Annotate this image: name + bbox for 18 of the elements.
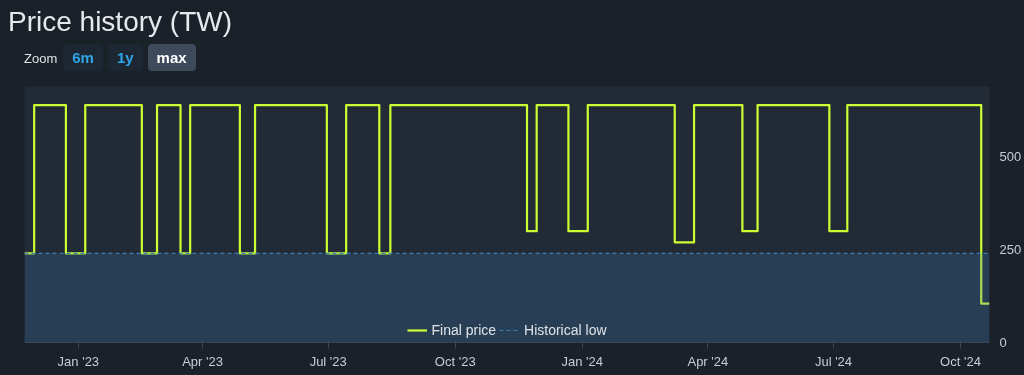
x-tick-label: Oct '24: [940, 353, 981, 369]
text: max: [147, 44, 196, 72]
x-tick-label: Jan '24: [561, 353, 603, 369]
y-tick-label: 0: [999, 335, 1007, 350]
chart-title: Price history (TW): [8, 5, 232, 39]
text: 6m: [63, 44, 103, 72]
x-tick-label: Apr '23: [182, 353, 223, 369]
x-tick-label: Jul '23: [309, 353, 347, 369]
text: 1y: [107, 44, 143, 72]
x-tick-label: Jul '24: [814, 353, 853, 369]
text: Zoom: [24, 51, 58, 66]
y-tick-label: 500: [999, 149, 1022, 165]
x-tick-label: Oct '23: [434, 353, 476, 369]
legend-label: Historical low: [524, 322, 607, 338]
x-tick-label: Jan '23: [57, 353, 100, 369]
x-tick-label: Apr '24: [687, 353, 729, 369]
legend-label: Final price: [431, 322, 497, 338]
y-tick-label: 250: [999, 242, 1022, 258]
